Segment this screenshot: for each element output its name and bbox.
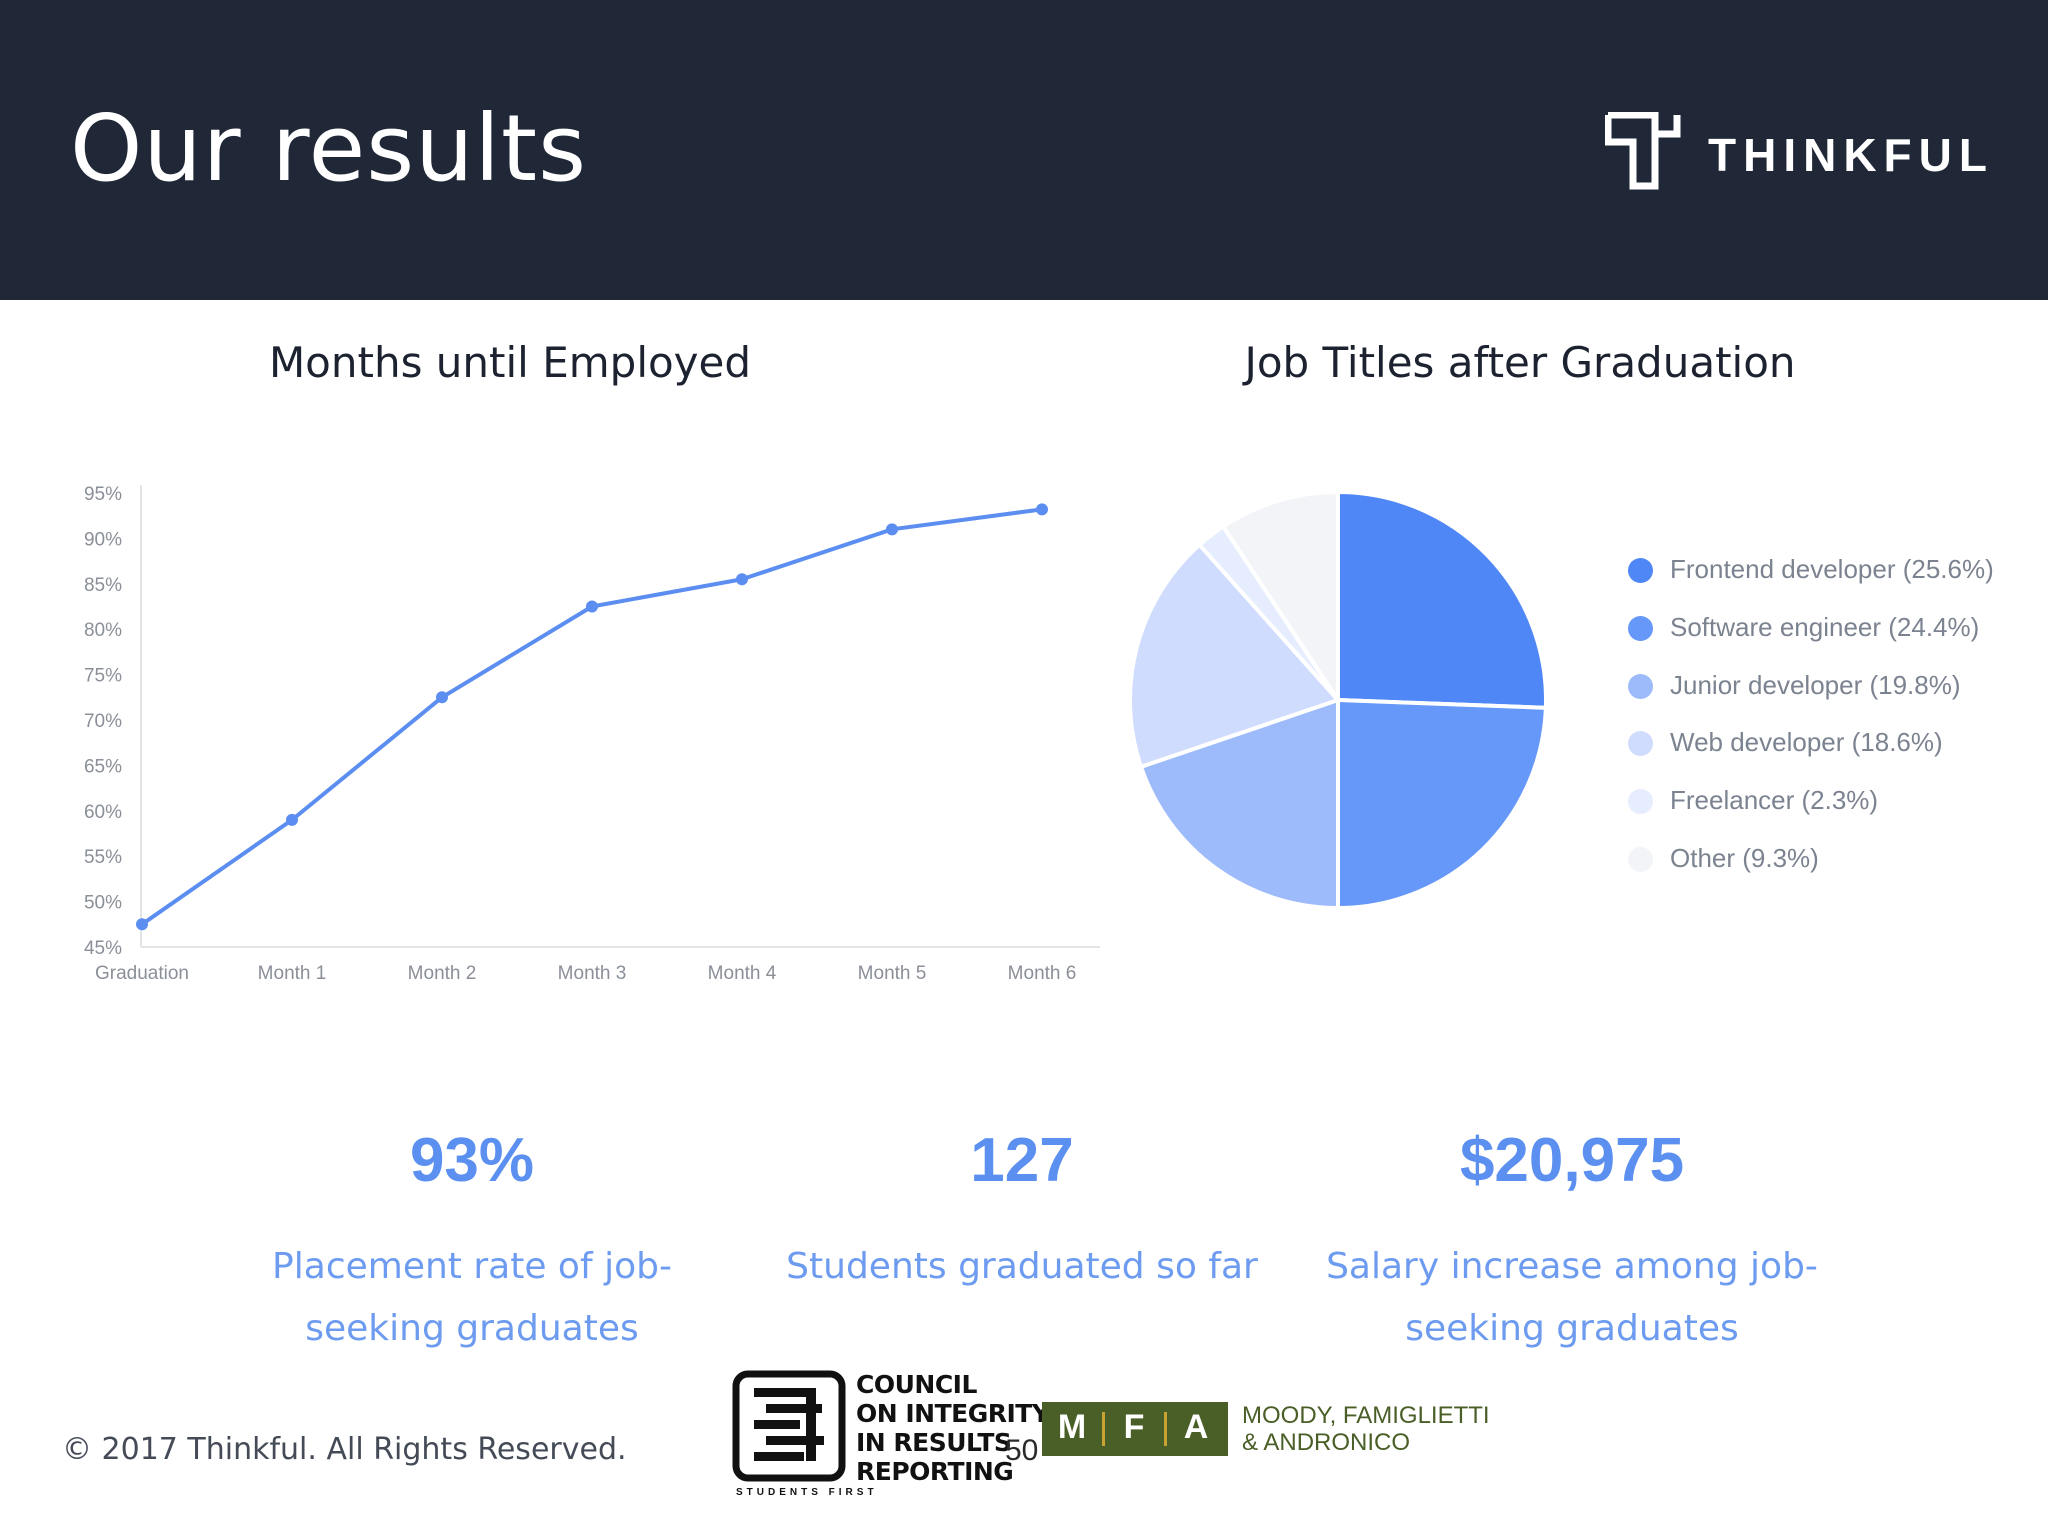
data-point — [286, 813, 298, 826]
mfa-divider — [1102, 1412, 1105, 1446]
legend-swatch — [1628, 847, 1653, 872]
mfa-emblem: M F A — [1042, 1402, 1228, 1456]
pie-slice — [1336, 697, 1548, 911]
y-tick-label: 65% — [84, 756, 122, 777]
legend-label: Frontend developer (25.6%) — [1670, 554, 1994, 584]
stat-value: $20,975 — [1459, 1126, 1685, 1195]
line-chart: 95% 90% 85% 80% 75% 70% 65% 60% 55% 50% 45% Graduat… — [84, 484, 1100, 984]
stat-description: Placement rate of job-seeking graduates — [272, 1246, 672, 1349]
legend-label: Software engineer (24.4%) — [1670, 611, 1980, 642]
stat-value: 127 — [970, 1126, 1074, 1195]
legend-swatch — [1628, 731, 1653, 757]
page-number: 50 — [1005, 1434, 1039, 1467]
line-chart-title: Months until Employed — [268, 338, 752, 387]
copyright-text: © 2017 Thinkful. All Rights Reserved. — [62, 1432, 627, 1467]
cirr-tagline: STUDENTS FIRST — [736, 1487, 878, 1498]
stat-description: Salary increase among job-seeking gradua… — [1326, 1246, 1818, 1349]
legend-swatch — [1628, 673, 1653, 699]
x-tick-label: Month 2 — [408, 963, 477, 984]
stat-placement: 93% Placement rate of job-seeking gradua… — [212, 1125, 732, 1360]
stat-description: Students graduated so far — [786, 1246, 1258, 1287]
y-tick-label: 70% — [84, 711, 122, 732]
y-tick-label: 90% — [84, 529, 122, 550]
data-point — [436, 691, 448, 704]
y-tick-label: 80% — [84, 620, 122, 641]
legend-label: Web developer (18.6%) — [1670, 727, 1943, 758]
data-point — [886, 523, 898, 536]
y-tick-label: 45% — [84, 938, 122, 959]
legend-label: Other (9.3%) — [1670, 843, 1819, 873]
x-tick-label: Month 6 — [1008, 963, 1077, 984]
legend-swatch — [1628, 558, 1653, 583]
pie-slice — [1336, 489, 1548, 710]
stat-students: 127 Students graduated so far — [762, 1125, 1282, 1298]
mfa-letter: A — [1183, 1408, 1209, 1446]
pie-slice — [1220, 489, 1340, 707]
data-point — [736, 573, 748, 586]
y-tick-label: 95% — [84, 484, 122, 505]
x-tick-label: Month 1 — [258, 963, 327, 984]
data-point — [586, 600, 598, 613]
stat-value: 93% — [409, 1126, 535, 1195]
page-title: Our results — [70, 95, 587, 202]
x-tick-label: Month 4 — [708, 963, 777, 984]
thinkful-mark-icon — [1605, 112, 1681, 190]
cirr-logo: COUNCIL ON INTEGRITY IN RESULTS REPORTIN… — [732, 1370, 1050, 1500]
cirr-line: COUNCIL — [856, 1370, 977, 1399]
mfa-name: MOODY, FAMIGLIETTI & ANDRONICO — [1242, 1402, 1490, 1456]
y-tick-label: 55% — [84, 847, 122, 868]
legend-swatch — [1628, 789, 1653, 815]
y-tick-label: 75% — [84, 666, 122, 687]
y-tick-label: 85% — [84, 575, 122, 596]
data-point — [136, 918, 148, 931]
x-tick-label: Month 3 — [558, 963, 627, 984]
mfa-letter: M — [1057, 1408, 1087, 1446]
pie-chart — [1128, 489, 1548, 911]
mfa-line: MOODY, FAMIGLIETTI — [1242, 1402, 1490, 1429]
cirr-name: COUNCIL ON INTEGRITY IN RESULTS REPORTIN… — [856, 1370, 1050, 1486]
data-point — [1036, 503, 1048, 516]
stat-salary: $20,975 Salary increase among job-seekin… — [1312, 1125, 1832, 1360]
header-bar: Our results THINKFUL — [0, 0, 2048, 300]
series-line — [140, 507, 1043, 926]
y-tick-label: 50% — [84, 893, 122, 914]
x-tick-label: Graduation — [95, 963, 189, 984]
cirr-line: ON INTEGRITY — [856, 1399, 1050, 1428]
x-tick-label: Month 5 — [858, 963, 927, 984]
brand-name: THINKFUL — [1708, 129, 1994, 181]
legend-swatch — [1628, 615, 1653, 641]
y-tick-label: 60% — [84, 802, 122, 823]
pie-chart-title: Job Titles after Graduation — [1244, 338, 1796, 387]
cirr-line: IN RESULTS — [856, 1428, 1012, 1457]
mfa-line: & ANDRONICO — [1242, 1429, 1411, 1456]
cirr-emblem-icon — [732, 1370, 846, 1482]
mfa-divider — [1164, 1412, 1167, 1446]
cirr-line: REPORTING — [856, 1457, 1014, 1486]
mfa-letter: F — [1123, 1408, 1145, 1446]
pie-slice — [1128, 542, 1342, 770]
legend-label: Junior developer (19.8%) — [1670, 669, 1961, 700]
legend-label: Freelancer (2.3%) — [1670, 785, 1879, 816]
